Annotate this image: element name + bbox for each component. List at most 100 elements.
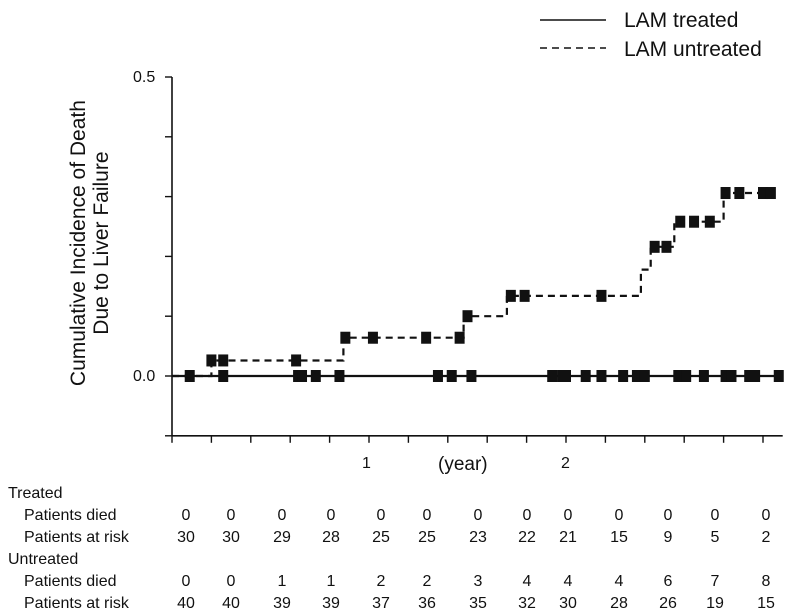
table-cell: 5 xyxy=(710,529,720,546)
censor-marker xyxy=(291,354,302,367)
chart-series-layer xyxy=(172,187,784,382)
censor-marker xyxy=(519,289,530,302)
censor-marker xyxy=(649,240,660,253)
censor-marker xyxy=(206,354,217,367)
table-row-label: Patients at risk xyxy=(24,595,129,612)
censor-marker xyxy=(596,370,607,382)
censor-marker xyxy=(631,370,642,382)
table-cell: 39 xyxy=(322,595,340,612)
table-cell: 0 xyxy=(326,507,336,524)
censor-marker xyxy=(297,370,308,382)
table-cell: 30 xyxy=(177,529,195,546)
censor-marker xyxy=(744,370,755,382)
table-cell: 0 xyxy=(522,507,532,524)
censor-marker xyxy=(675,215,686,228)
y-axis-label-line-1: Cumulative Incidence of Death xyxy=(66,100,90,387)
table-cell: 0 xyxy=(226,573,236,590)
table-cell: 7 xyxy=(710,573,720,590)
table-cell: 36 xyxy=(418,595,436,612)
table-cell: 9 xyxy=(663,529,673,546)
censor-marker xyxy=(218,370,229,382)
series-lam-treated xyxy=(172,370,784,382)
table-cell: 37 xyxy=(372,595,390,612)
x-tick-label-2: 2 xyxy=(561,455,570,472)
table-row-label: Patients died xyxy=(24,507,117,524)
table-cell: 30 xyxy=(559,595,577,612)
censor-marker xyxy=(310,370,321,382)
table-cell: 40 xyxy=(222,595,240,612)
y-tick-label-top: 0.5 xyxy=(133,69,156,86)
table-cell: 30 xyxy=(222,529,240,546)
table-cell: 0 xyxy=(181,507,191,524)
series-lam-untreated xyxy=(172,187,776,378)
table-cell: 21 xyxy=(559,529,577,546)
table-cell: 4 xyxy=(563,573,573,590)
table-cell: 19 xyxy=(706,595,724,612)
censor-marker xyxy=(750,370,761,382)
chart-canvas xyxy=(165,19,784,443)
censor-marker xyxy=(446,370,457,382)
censor-marker xyxy=(561,370,571,382)
censor-marker xyxy=(698,370,709,382)
table-cell: 2 xyxy=(376,573,386,590)
censor-marker xyxy=(765,187,776,200)
table-cell: 25 xyxy=(372,529,390,546)
table-cell: 15 xyxy=(757,595,775,612)
censor-marker xyxy=(689,215,700,228)
table-cell: 0 xyxy=(710,507,720,524)
table-cell: 2 xyxy=(422,573,432,590)
table-cell: 23 xyxy=(469,529,487,546)
censor-marker xyxy=(704,215,715,228)
censor-marker xyxy=(726,370,737,382)
table-cell: 22 xyxy=(518,529,536,546)
table-cell: 4 xyxy=(614,573,624,590)
table-cell: 0 xyxy=(663,507,673,524)
censor-marker xyxy=(618,370,629,382)
table-group-title: Treated xyxy=(8,485,63,502)
y-axis-label: Cumulative Incidence of Death Due to Liv… xyxy=(67,73,113,413)
legend-item-treated: LAM treated xyxy=(624,9,739,32)
censor-marker xyxy=(681,370,692,382)
table-cell: 6 xyxy=(663,573,673,590)
table-cell: 0 xyxy=(761,507,771,524)
table-cell: 0 xyxy=(614,507,624,524)
censor-marker xyxy=(596,289,607,302)
censor-marker xyxy=(758,187,768,200)
censor-marker xyxy=(462,310,473,323)
censor-marker xyxy=(340,331,351,344)
table-cell: 2 xyxy=(761,529,771,546)
table-cell: 29 xyxy=(273,529,291,546)
table-cell: 0 xyxy=(181,573,191,590)
table-cell: 28 xyxy=(322,529,340,546)
table-cell: 35 xyxy=(469,595,487,612)
table-cell: 0 xyxy=(422,507,432,524)
censor-marker xyxy=(720,187,731,200)
table-cell: 39 xyxy=(273,595,291,612)
table-cell: 1 xyxy=(277,573,287,590)
censor-marker xyxy=(218,354,229,367)
x-tick-label-1: 1 xyxy=(362,455,371,472)
legend-lines xyxy=(540,19,606,49)
table-cell: 0 xyxy=(563,507,573,524)
censor-marker xyxy=(734,187,745,200)
censor-marker xyxy=(432,370,443,382)
censor-marker xyxy=(639,370,650,382)
censor-marker xyxy=(547,370,558,382)
censor-marker xyxy=(773,370,784,382)
table-row-label: Patients died xyxy=(24,573,117,590)
table-cell: 0 xyxy=(277,507,287,524)
censor-marker xyxy=(580,370,591,382)
censor-marker xyxy=(421,331,432,344)
table-cell: 4 xyxy=(522,573,532,590)
table-cell: 0 xyxy=(376,507,386,524)
censor-marker xyxy=(334,370,345,382)
table-group-title: Untreated xyxy=(8,551,79,568)
table-cell: 40 xyxy=(177,595,195,612)
censor-marker xyxy=(673,370,684,382)
table-cell: 25 xyxy=(418,529,436,546)
table-cell: 8 xyxy=(761,573,771,590)
censor-marker xyxy=(466,370,477,382)
table-cell: 26 xyxy=(659,595,677,612)
y-tick-label-zero: 0.0 xyxy=(133,368,156,385)
x-axis-label: (year) xyxy=(438,454,488,475)
